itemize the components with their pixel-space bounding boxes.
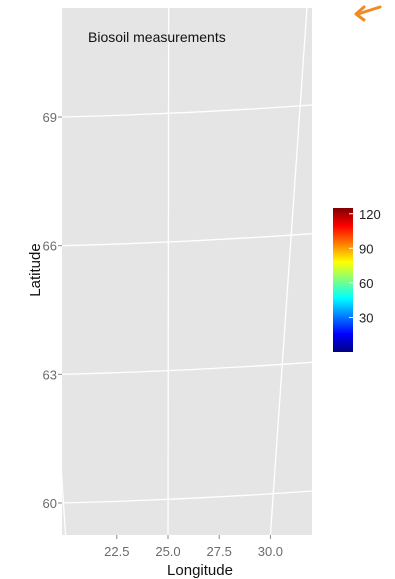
grid-line-lon	[372, 368, 395, 536]
legend-tick-label: 120	[359, 207, 381, 222]
x-axis-title: Longitude	[167, 562, 233, 579]
legend-tick-label: 60	[359, 276, 373, 291]
y-tick-labels: 60 63 66 69	[43, 110, 62, 511]
legend-tick-label: 30	[359, 310, 373, 325]
legend-labels: 30 60 90 120	[349, 207, 381, 325]
grid-line-lat	[61, 233, 313, 247]
y-tick-label: 66	[43, 239, 57, 254]
chart-title: Biosoil measurements	[88, 29, 226, 45]
x-tick-labels: 22.5 25.0 27.5 30.0	[104, 535, 283, 559]
plot-panel	[62, 8, 312, 535]
grid-line-lat	[61, 361, 313, 375]
grid-layer	[29, 7, 395, 536]
grid-line-lat	[61, 490, 313, 504]
y-tick-label: 63	[43, 367, 57, 382]
y-tick-label: 60	[43, 496, 57, 511]
legend-colorbar	[333, 208, 353, 352]
x-tick-label: 22.5	[104, 544, 129, 559]
x-tick-label: 30.0	[258, 544, 283, 559]
legend-tick-label: 90	[359, 241, 373, 256]
orange-arrow-icon	[354, 5, 382, 22]
y-axis-title: Latitude	[27, 243, 44, 296]
x-tick-label: 25.0	[155, 544, 180, 559]
grid-line-lon	[269, 7, 308, 536]
grid-line-lon	[29, 7, 67, 536]
y-tick-label: 69	[43, 110, 57, 125]
grid-line-lat	[61, 104, 313, 118]
x-tick-label: 27.5	[207, 544, 232, 559]
grid-line-lon	[167, 7, 170, 536]
